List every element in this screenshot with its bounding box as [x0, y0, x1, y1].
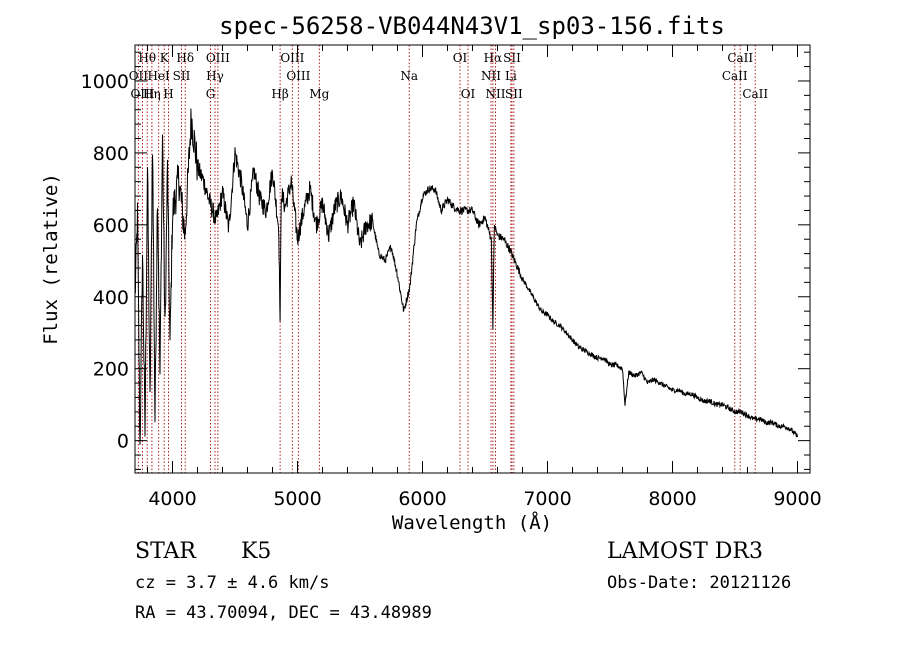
flux-line [134, 108, 798, 445]
line-label-5: Hη [143, 87, 161, 101]
line-label-9: OIII [206, 51, 230, 65]
line-label-24: SII [505, 87, 523, 101]
line-label-15: Mg [309, 87, 329, 101]
y-tick-label-400: 400 [93, 287, 129, 309]
line-label-18: OI [461, 87, 476, 101]
line-label-20: SII [503, 51, 521, 65]
line-label-13: OIII [286, 69, 310, 83]
redshift-text: cz = 3.7 ± 4.6 km/s [135, 573, 330, 593]
line-label-0: Hθ [138, 51, 156, 65]
y-tick-label-1000: 1000 [81, 71, 129, 93]
y-axis-label: Flux (relative) [40, 173, 62, 345]
line-label-23: NII [486, 87, 506, 101]
line-label-16: Na [400, 69, 418, 83]
x-tick-label-6000: 6000 [398, 488, 446, 510]
line-label-27: CaII [742, 87, 768, 101]
x-axis-label: Wavelength (Å) [392, 511, 552, 534]
line-label-1: OII [129, 69, 149, 83]
line-label-19: Hα [484, 51, 503, 65]
line-label-3: K [160, 51, 170, 65]
x-tick-label-5000: 5000 [273, 488, 321, 510]
flux-series [134, 108, 798, 445]
line-label-21: NII [481, 69, 501, 83]
line-label-4: HeI [147, 69, 170, 83]
axes: 4000 5000 6000 7000 8000 9000 0 200 400 600 800 100… [81, 45, 822, 510]
line-label-6: Hδ [176, 51, 194, 65]
line-label-11: G [206, 87, 216, 101]
survey-name: LAMOST DR3 [607, 539, 763, 564]
x-tick-label-9000: 9000 [773, 488, 821, 510]
line-label-26: CaII [722, 69, 748, 83]
plot-frame [134, 44, 811, 474]
line-label-12: OIII [280, 51, 304, 65]
line-label-10: Hγ [206, 69, 224, 83]
chart-title: spec-56258-VB044N43V1_sp03-156.fits [219, 12, 725, 40]
y-tick-label-800: 800 [93, 143, 129, 165]
line-label-25: CaII [727, 51, 753, 65]
line-label-8: H [163, 87, 173, 101]
object-subclass: K5 [241, 539, 272, 564]
line-label-17: OI [453, 51, 468, 65]
x-tick-label-8000: 8000 [648, 488, 696, 510]
y-tick-label-200: 200 [93, 359, 129, 381]
line-label-7: SII [173, 69, 191, 83]
y-tick-label-0: 0 [117, 431, 129, 453]
coordinates-text: RA = 43.70094, DEC = 43.48989 [135, 603, 432, 623]
line-label-2: OIII [130, 87, 154, 101]
x-tick-label-7000: 7000 [523, 488, 571, 510]
line-label-14: Hβ [271, 87, 288, 101]
object-class: STAR [135, 539, 196, 564]
line-label-22: Li [505, 69, 517, 83]
y-tick-label-600: 600 [93, 215, 129, 237]
obs-date: Obs-Date: 20121126 [607, 573, 792, 593]
x-tick-label-4000: 4000 [148, 488, 196, 510]
